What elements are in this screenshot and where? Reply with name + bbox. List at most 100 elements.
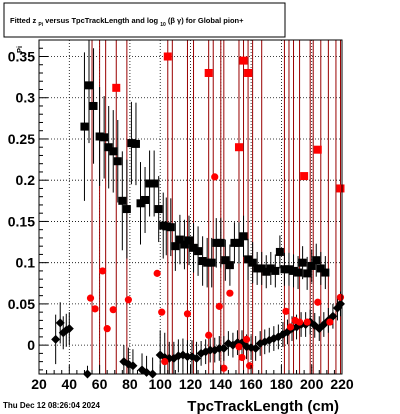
marker-square-black	[198, 257, 207, 266]
marker-diamond-black	[328, 311, 338, 321]
marker-square-black	[154, 205, 163, 214]
marker-square-red	[313, 145, 322, 154]
marker-square-black	[244, 255, 253, 264]
marker-square-black	[298, 258, 307, 267]
marker-square-black	[84, 81, 93, 90]
x-tick-label: 80	[122, 376, 138, 392]
marker-diamond-black	[205, 345, 215, 355]
marker-square-black	[175, 235, 184, 244]
marker-square-black	[122, 205, 131, 214]
markers	[51, 52, 345, 379]
marker-square-black	[180, 240, 189, 249]
marker-circle-red	[314, 298, 322, 306]
y-tick-label: 0.05	[8, 296, 35, 312]
marker-square-red	[239, 56, 248, 65]
x-tick-label: 200	[300, 376, 324, 392]
marker-square-black	[234, 238, 243, 247]
marker-square-black	[216, 238, 225, 247]
marker-circle-red	[226, 289, 234, 297]
marker-square-black	[239, 232, 248, 241]
title-sub2: 10	[160, 22, 166, 28]
marker-circle-red	[235, 343, 243, 351]
marker-circle-red	[103, 325, 111, 333]
marker-square-black	[271, 266, 280, 275]
x-tick-label: 180	[270, 376, 294, 392]
marker-diamond-black	[64, 324, 74, 334]
x-tick-label: 220	[330, 376, 354, 392]
marker-square-black	[189, 243, 198, 252]
y-axis-label: Pi	[15, 46, 24, 53]
marker-circle-red	[295, 318, 304, 326]
marker-square-black	[141, 195, 150, 204]
marker-square-black	[321, 268, 330, 277]
marker-square-black	[104, 143, 113, 152]
marker-circle-red	[326, 318, 334, 326]
marker-circle-red	[158, 308, 166, 316]
marker-square-red	[244, 68, 253, 77]
marker-square-black	[280, 265, 289, 274]
marker-diamond-black	[335, 299, 345, 309]
marker-square-black	[89, 101, 98, 110]
marker-square-black	[289, 266, 298, 275]
marker-diamond-black	[128, 361, 138, 371]
marker-square-red	[234, 143, 243, 152]
axes: 20 40 60 80 100 120 140 160 180 200 220 0 0.05 0.1 0.1…	[8, 47, 354, 392]
marker-circle-red	[205, 331, 213, 339]
x-tick-label: 40	[62, 376, 78, 392]
marker-square-black	[145, 179, 154, 188]
marker-square-black	[303, 269, 312, 278]
marker-square-black	[113, 157, 122, 166]
marker-diamond-black	[219, 343, 229, 353]
marker-circle-red	[286, 323, 295, 331]
y-tick-label: 0.35	[8, 48, 35, 64]
marker-square-black	[127, 139, 136, 148]
marker-square-red	[163, 52, 172, 61]
marker-square-black	[194, 247, 203, 256]
marker-circle-red	[245, 362, 254, 370]
marker-square-black	[307, 261, 316, 270]
marker-square-black	[230, 238, 239, 247]
x-tick-label: 140	[209, 376, 233, 392]
x-tick-label: 100	[149, 376, 173, 392]
marker-diamond-black	[214, 343, 224, 353]
marker-circle-red	[282, 307, 290, 315]
marker-circle-red	[183, 310, 192, 318]
marker-square-black	[294, 268, 303, 277]
marker-circle-red	[99, 267, 107, 275]
marker-circle-red	[211, 173, 219, 181]
marker-circle-red	[153, 269, 161, 277]
y-tick-label: 0.25	[8, 131, 35, 147]
marker-square-black	[118, 196, 127, 205]
marker-square-black	[207, 258, 216, 267]
marker-circle-red	[124, 296, 132, 304]
y-tick-label: 0.1	[16, 255, 36, 271]
marker-square-black	[171, 242, 180, 251]
marker-circle-red	[238, 353, 246, 362]
marker-diamond-black	[182, 352, 192, 362]
marker-square-black	[266, 264, 275, 273]
marker-circle-red	[303, 318, 311, 326]
marker-square-black	[284, 265, 293, 274]
marker-diamond-black	[192, 353, 202, 363]
marker-square-black	[248, 258, 257, 267]
marker-square-black	[100, 133, 109, 142]
marker-square-black	[184, 236, 193, 245]
x-tick-label: 160	[239, 376, 263, 392]
marker-diamond-black	[55, 318, 65, 328]
marker-square-red	[204, 68, 213, 77]
timestamp: Thu Dec 12 08:26:04 2024	[3, 401, 100, 410]
marker-square-black	[262, 267, 271, 276]
marker-circle-red	[161, 358, 169, 366]
marker-square-black	[80, 122, 89, 131]
marker-square-black	[95, 132, 104, 141]
marker-circle-red	[215, 302, 223, 310]
title-prefix: Fitted z	[10, 16, 36, 25]
marker-square-black	[162, 222, 171, 231]
marker-diamond-black	[251, 343, 261, 353]
marker-square-black	[221, 256, 230, 265]
marker-square-black	[275, 247, 284, 256]
marker-circle-red	[242, 335, 251, 343]
x-tick-label: 60	[92, 376, 108, 392]
title-sub1: Pi	[38, 22, 43, 28]
vertical-lines	[91, 40, 341, 374]
